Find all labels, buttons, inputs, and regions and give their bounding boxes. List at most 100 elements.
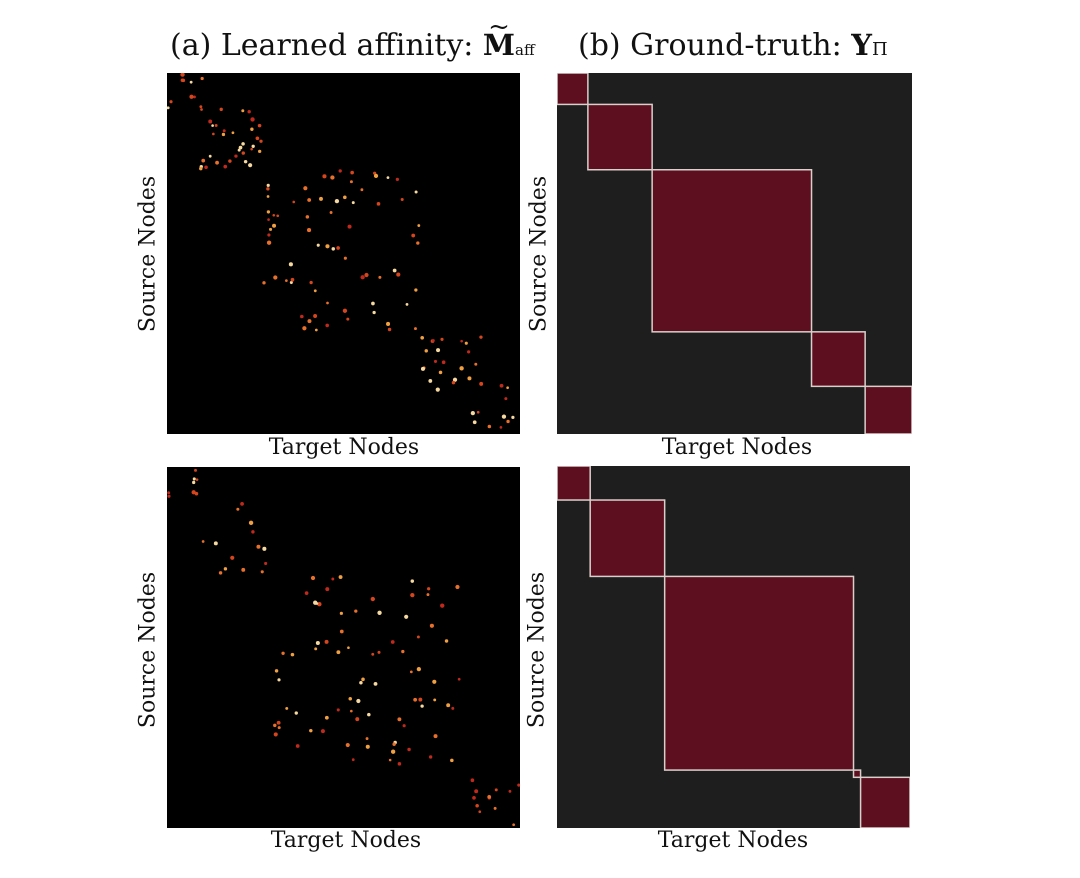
affinity-dot [324, 639, 329, 644]
affinity-dot [450, 758, 454, 763]
affinity-dot [420, 335, 425, 340]
affinity-dot [487, 794, 492, 799]
affinity-dot [418, 697, 423, 702]
affinity-dot [307, 198, 312, 202]
affinity-dot [338, 575, 343, 580]
affinity-dot [230, 555, 235, 560]
affinity-matrix-bottom [167, 467, 520, 828]
title-a: (a) Learned affinity: ~ Maff [170, 12, 535, 63]
affinity-dot [501, 414, 507, 419]
affinity-dot [493, 806, 497, 810]
affinity-dot [351, 201, 355, 205]
affinity-dot [359, 680, 363, 685]
affinity-dot [378, 275, 382, 279]
affinity-dot [200, 76, 204, 81]
matrix-background [167, 73, 520, 434]
affinity-matrix-top [167, 73, 520, 434]
affinity-dot [499, 426, 503, 429]
affinity-dot [436, 348, 441, 353]
affinity-dot [257, 123, 262, 128]
affinity-dot [416, 667, 421, 672]
affinity-dot [339, 611, 343, 615]
affinity-dot [231, 131, 235, 135]
affinity-dot [167, 494, 171, 498]
affinity-dot [433, 698, 437, 702]
affinity-dot [251, 530, 255, 534]
groundtruth-block-5 [864, 385, 912, 434]
affinity-dot [433, 734, 438, 739]
affinity-dot [441, 360, 446, 365]
affinity-dot [420, 366, 425, 371]
affinity-dot [414, 288, 418, 292]
groundtruth-block-2 [589, 499, 666, 578]
affinity-dot [262, 281, 266, 285]
affinity-dot [213, 541, 218, 546]
affinity-dot [223, 164, 228, 169]
affinity-dot [315, 602, 319, 605]
affinity-dot [365, 744, 370, 749]
affinity-dot [365, 737, 369, 741]
affinity-dot [416, 241, 420, 245]
affinity-dot [373, 681, 378, 686]
affinity-dot [266, 240, 272, 245]
affinity-dot [241, 109, 245, 113]
affinity-dot [377, 610, 382, 615]
affinity-dot [250, 117, 255, 122]
affinity-dot [262, 546, 267, 551]
affinity-dot [221, 132, 226, 137]
groundtruth-block-2 [587, 103, 653, 171]
affinity-dot [479, 381, 484, 386]
affinity-dot [487, 424, 492, 429]
affinity-dot [314, 328, 318, 332]
affinity-dot [350, 170, 354, 175]
groundtruth-matrix-top-svg [557, 73, 912, 434]
matrix-background [167, 467, 520, 828]
affinity-dot [342, 308, 348, 313]
affinity-dot [427, 587, 431, 591]
affinity-dot [390, 749, 396, 754]
affinity-dot [199, 166, 203, 171]
affinity-dot [517, 783, 520, 787]
affinity-dot [243, 159, 248, 164]
affinity-matrix-top-svg [167, 73, 520, 434]
affinity-dot [310, 575, 316, 581]
affinity-dot [345, 742, 350, 748]
affinity-dot [240, 501, 244, 506]
groundtruth-matrix-bottom [557, 466, 910, 828]
affinity-dot [309, 280, 313, 285]
affinity-dot [258, 149, 262, 154]
affinity-dot [479, 335, 483, 339]
affinity-dot [440, 337, 444, 341]
affinity-dot [266, 183, 270, 187]
affinity-dot [218, 571, 223, 575]
affinity-dot [267, 218, 270, 221]
groundtruth-block-1 [557, 466, 591, 501]
affinity-dot [313, 289, 317, 293]
affinity-dot [413, 697, 418, 702]
affinity-dot [478, 810, 482, 814]
affinity-dot [180, 73, 185, 77]
affinity-dot [435, 387, 440, 392]
affinity-dot [223, 567, 228, 571]
affinity-dot [390, 640, 395, 644]
affinity-dot [494, 788, 498, 792]
affinity-dot [194, 491, 199, 496]
affinity-dot [336, 708, 340, 712]
affinity-dot [474, 789, 479, 794]
affinity-dot [397, 717, 402, 722]
affinity-dot [395, 177, 399, 181]
affinity-dot [336, 650, 341, 655]
affinity-dot [189, 80, 193, 84]
affinity-dot [167, 106, 170, 110]
affinity-dot [420, 704, 424, 708]
affinity-dot [401, 649, 405, 654]
affinity-dot [360, 275, 365, 280]
affinity-dot [295, 744, 300, 748]
groundtruth-matrix-bottom-svg [557, 466, 910, 828]
affinity-dot [255, 136, 260, 141]
affinity-dot [193, 95, 196, 99]
title-a-symbol: ~ Maff [482, 12, 535, 62]
affinity-dot [377, 650, 381, 654]
affinity-dot [414, 190, 418, 194]
affinity-dot [248, 163, 253, 168]
